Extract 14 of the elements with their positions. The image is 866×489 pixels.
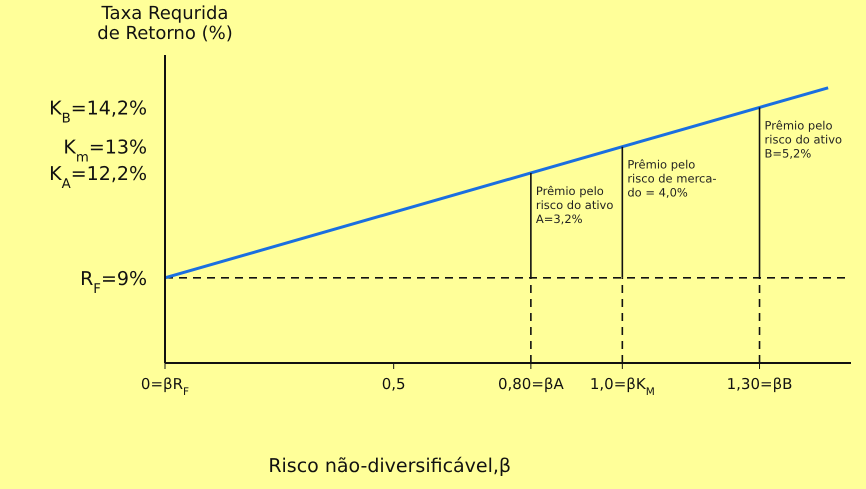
x-tick-label: 1,30=βB [726,375,792,393]
x-tick-label: 0=βR$_{F}$ [140,375,190,398]
y-tick-label: K$_{B}$=14,2% [49,97,147,126]
y-tick-label: R$_{F}$=9% [80,268,147,296]
y-tick-label: K$_{m}$=13% [63,136,147,166]
y-axis-title: Taxa Requrida de Retorno (%) [97,3,233,44]
x-tick-label: 1,0=βK$_{M}$ [590,375,655,398]
x-tick-label: 0,80=βA [498,375,564,393]
annotation: Prêmio pelo risco de merca- do = 4,0% [627,158,717,200]
annotation: Prêmio pelo risco do ativo B=5,2% [764,118,842,160]
x-axis-title: Risco não-diversificável,β [267,455,512,477]
y-tick-label: K$_{A}$=12,2% [49,162,147,192]
annotation: Prêmio pelo risco do ativo A=3,2% [536,184,614,226]
x-tick-label: 0,5 [382,375,406,393]
